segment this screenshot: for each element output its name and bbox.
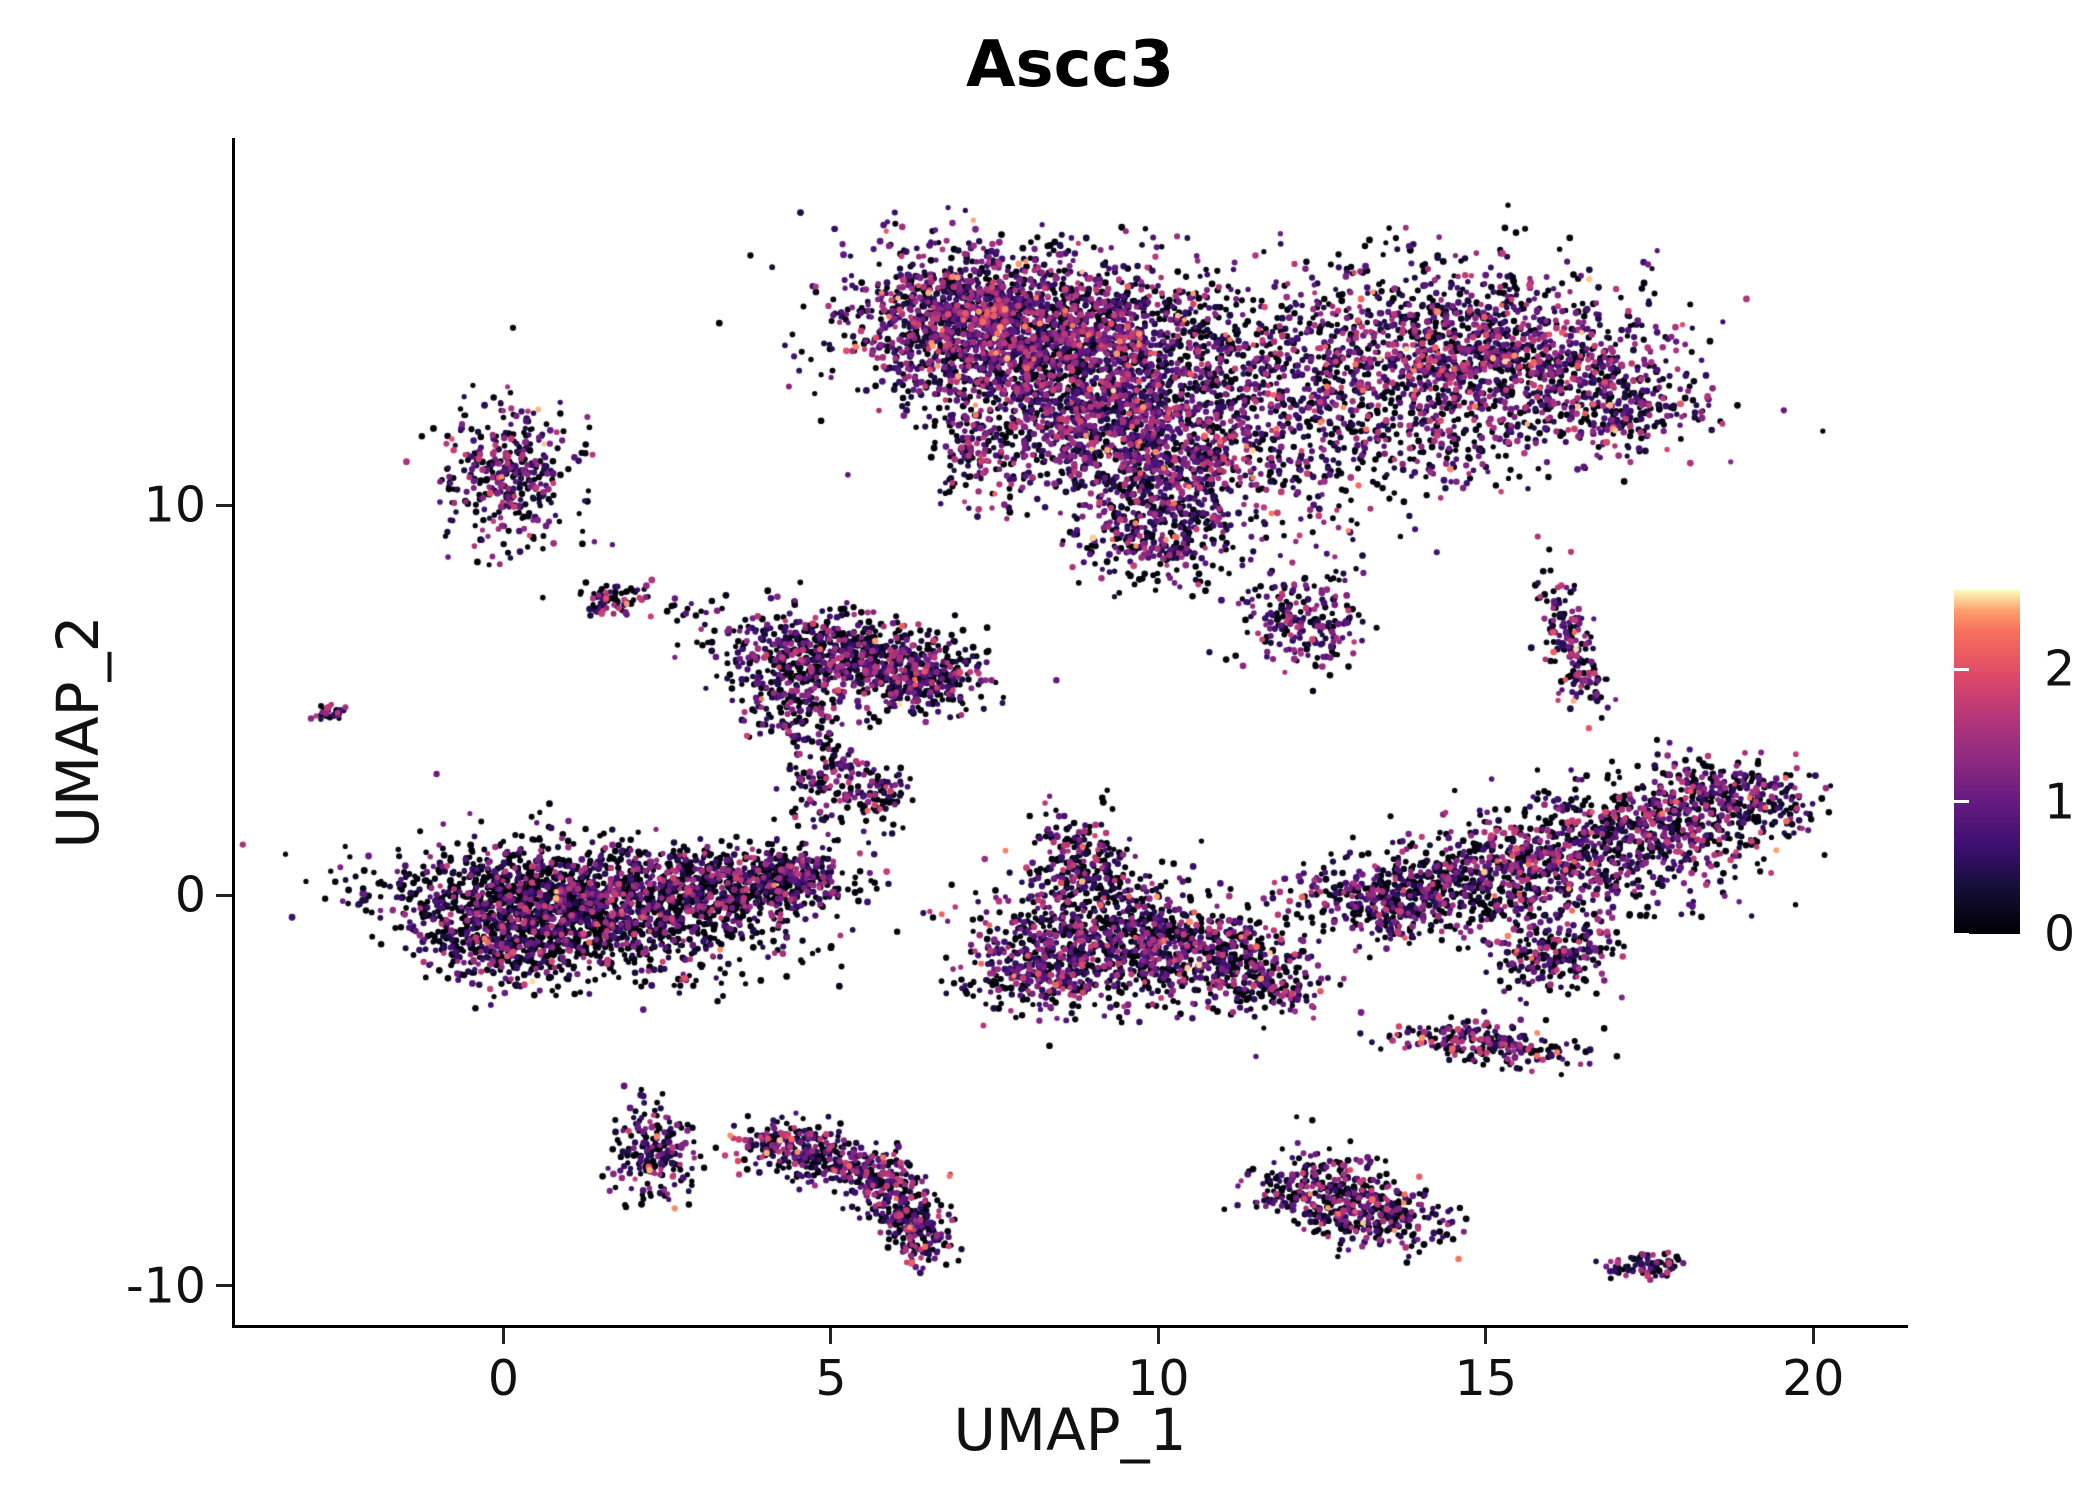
x-tick-mark xyxy=(1811,1328,1815,1344)
colorbar-tick-label: 0 xyxy=(2044,905,2076,963)
x-axis-label: UMAP_1 xyxy=(953,1396,1187,1464)
colorbar-tick-mark xyxy=(1954,667,1969,671)
x-tick-mark xyxy=(829,1328,833,1344)
colorbar-legend xyxy=(1954,590,2020,936)
x-tick-label: 5 xyxy=(815,1350,847,1407)
y-tick-label: 10 xyxy=(143,476,206,534)
plot-title: Ascc3 xyxy=(965,28,1175,102)
y-tick-mark xyxy=(216,893,232,897)
x-tick-mark xyxy=(1484,1328,1488,1344)
x-tick-label: 0 xyxy=(487,1350,520,1407)
colorbar-tick-label: 1 xyxy=(2044,773,2076,831)
y-axis-label: UMAP_2 xyxy=(44,615,112,849)
y-axis-line xyxy=(232,138,235,1328)
x-tick-mark xyxy=(1156,1328,1160,1344)
y-tick-label: 0 xyxy=(174,866,206,924)
y-tick-label: -10 xyxy=(125,1257,206,1315)
x-tick-label: 20 xyxy=(1782,1350,1845,1407)
x-tick-label: 15 xyxy=(1454,1350,1518,1407)
colorbar-tick-label: 2 xyxy=(2044,640,2076,698)
y-tick-mark xyxy=(216,503,232,507)
x-tick-label: 10 xyxy=(1127,1350,1190,1407)
x-tick-mark xyxy=(502,1328,505,1344)
colorbar-tick-mark xyxy=(1954,932,1969,936)
colorbar-tick-mark xyxy=(1954,800,1969,804)
x-axis-line xyxy=(232,1325,1908,1328)
y-tick-mark xyxy=(216,1284,232,1288)
